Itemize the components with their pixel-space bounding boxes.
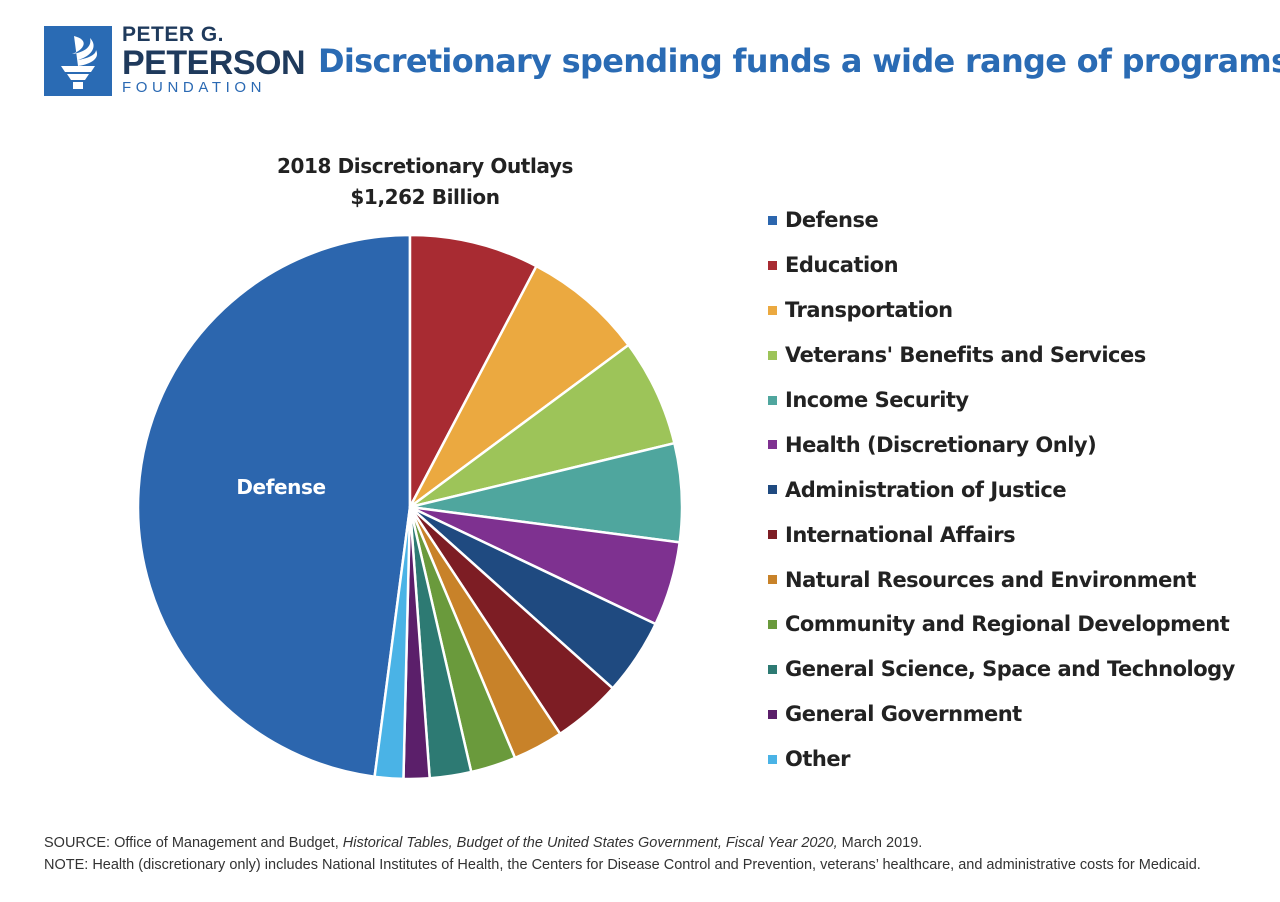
legend-swatch — [768, 530, 777, 540]
legend-item-general-science-space-and-technology: General Science, Space and Technology — [768, 647, 1235, 692]
pie-slice-defense — [136, 233, 412, 778]
page-title: Discretionary spending funds a wide rang… — [318, 42, 1280, 80]
legend-item-income-security: Income Security — [768, 378, 1235, 423]
legend-label: Community and Regional Development — [785, 612, 1230, 637]
legend-label: Veterans' Benefits and Services — [785, 343, 1146, 368]
legend-item-health-discretionary-only: Health (Discretionary Only) — [768, 422, 1235, 467]
legend-label: Education — [785, 253, 899, 278]
legend-label: General Government — [785, 702, 1022, 727]
footer-notes: SOURCE: Office of Management and Budget,… — [44, 832, 1254, 876]
logo-line-3: FOUNDATION — [122, 79, 267, 96]
legend-label: General Science, Space and Technology — [785, 657, 1235, 682]
health-note: NOTE: Health (discretionary only) includ… — [44, 857, 1201, 873]
legend-label: Health (Discretionary Only) — [785, 432, 1097, 457]
legend-swatch — [768, 709, 777, 719]
torch-icon — [44, 26, 112, 96]
source-note: SOURCE: Office of Management and Budget,… — [44, 832, 1254, 854]
chart-legend: Defense Education Transportation Veterans' … — [768, 198, 1235, 782]
legend-item-education: Education — [768, 243, 1235, 288]
legend-swatch — [768, 215, 777, 225]
legend-item-other: Other — [768, 737, 1235, 782]
source-title: Historical Tables, Budget of the United … — [342, 835, 838, 851]
legend-item-general-government: General Government — [768, 692, 1235, 737]
legend-swatch — [768, 485, 777, 495]
legend-swatch — [768, 575, 777, 585]
legend-label: International Affairs — [785, 522, 1016, 547]
slice-label-defense: Defense — [236, 475, 325, 499]
legend-label: Administration of Justice — [785, 477, 1067, 502]
legend-swatch — [768, 395, 777, 405]
legend-label: Defense — [785, 208, 879, 233]
source-prefix: SOURCE: Office of Management and Budget, — [44, 835, 343, 851]
chart-title-block: 2018 Discretionary Outlays $1,262 Billio… — [215, 151, 635, 213]
legend-item-international-affairs: International Affairs — [768, 512, 1235, 557]
legend-item-administration-of-justice: Administration of Justice — [768, 467, 1235, 512]
legend-label: Transportation — [785, 298, 953, 323]
legend-swatch — [768, 440, 777, 450]
legend-swatch — [768, 754, 777, 764]
logo: PETER G. PETERSON FOUNDATION — [122, 23, 306, 96]
legend-swatch — [768, 619, 777, 629]
legend-label: Natural Resources and Environment — [785, 567, 1196, 592]
legend-item-community-and-regional-development: Community and Regional Development — [768, 602, 1235, 647]
pie-slice-transportation — [408, 264, 630, 509]
legend-item-defense: Defense — [768, 198, 1235, 243]
legend-item-natural-resources-and-environment: Natural Resources and Environment — [768, 557, 1235, 602]
pie-slice-other — [373, 505, 412, 781]
chart-subtitle: $1,262 Billion — [350, 185, 500, 209]
legend-swatch — [768, 664, 777, 674]
legend-item-veterans-benefits-and-services: Veterans' Benefits and Services — [768, 333, 1235, 378]
logo-line-2: PETERSON — [122, 44, 306, 82]
pie-slice-education — [408, 233, 538, 509]
legend-item-transportation: Transportation — [768, 288, 1235, 333]
legend-label: Other — [785, 747, 850, 772]
chart-title: 2018 Discretionary Outlays — [276, 154, 574, 178]
legend-swatch — [768, 305, 777, 315]
legend-swatch — [768, 350, 777, 360]
source-suffix: March 2019. — [837, 835, 923, 851]
logo-line-1: PETER G. — [122, 23, 225, 46]
legend-swatch — [768, 260, 777, 270]
legend-label: Income Security — [785, 388, 969, 412]
